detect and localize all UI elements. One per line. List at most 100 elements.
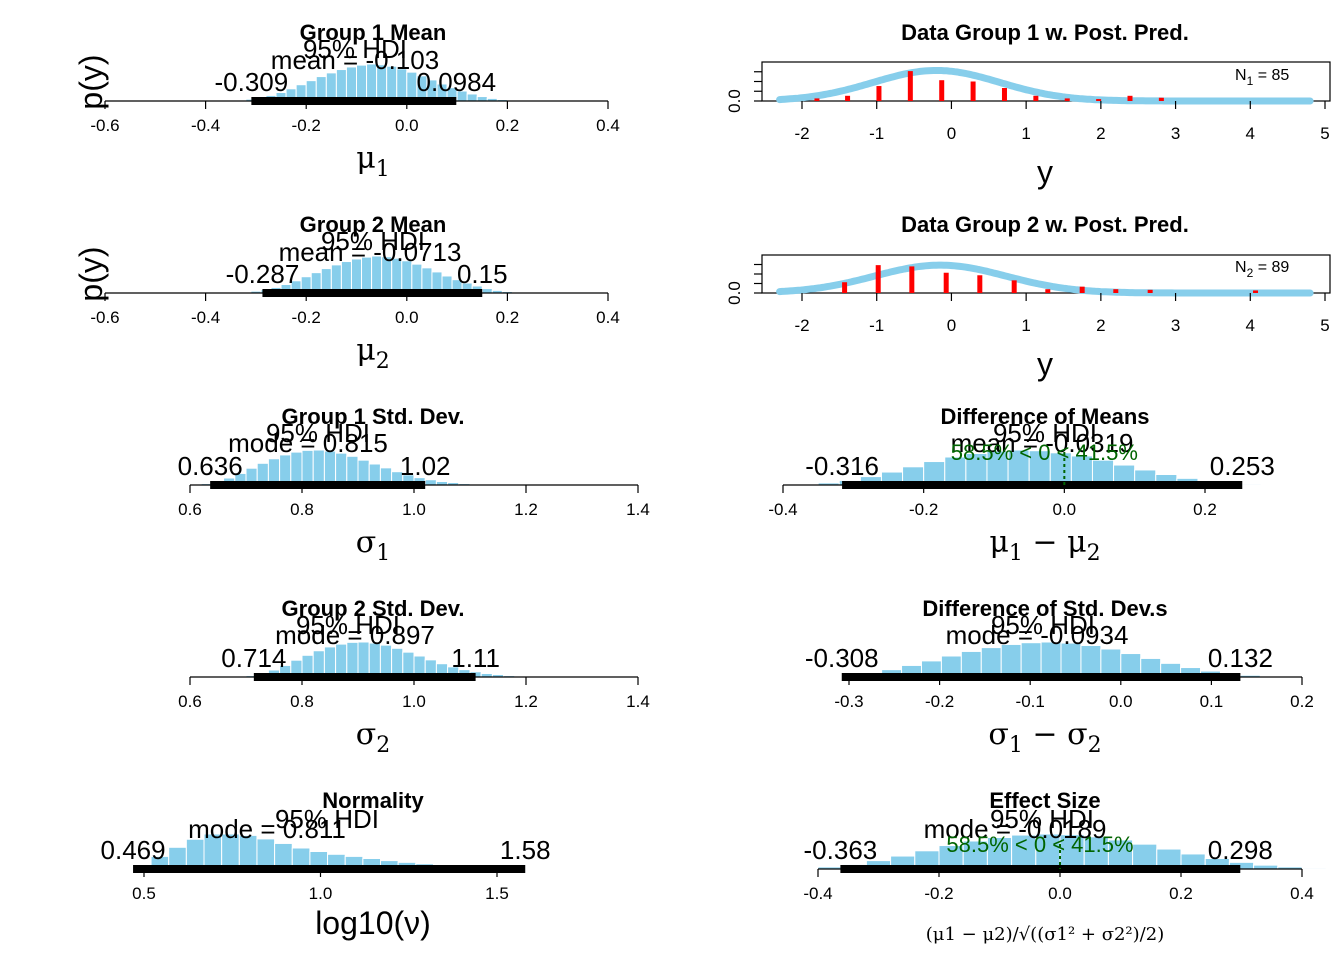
hdi-upper-label: 0.253	[1210, 451, 1275, 481]
x-tick-label: 0.4	[596, 308, 620, 327]
x-axis-label-symbol: μ	[989, 525, 1009, 560]
hdi-title-label: 95% HDI	[275, 804, 379, 834]
hdi-upper-label: 1.02	[400, 451, 451, 481]
x-axis-label-operator: −	[1023, 717, 1067, 752]
x-tick-label: 0.6	[178, 692, 202, 711]
x-axis-label: μ2	[356, 333, 390, 374]
x-axis-label: σ2	[356, 717, 390, 758]
x-tick-label: 0.0	[1109, 692, 1133, 711]
x-axis-label-subscript: 2	[376, 733, 390, 758]
x-axis-label: y	[1037, 154, 1053, 190]
x-tick-label: 0.4	[1290, 884, 1314, 903]
sample-size-label: N2 = 89	[1235, 259, 1289, 280]
sample-size-label: N1 = 85	[1235, 67, 1289, 88]
x-tick-label: 0.5	[132, 884, 156, 903]
x-axis-label-subscript: 2	[376, 349, 390, 374]
x-tick-label: 0.2	[496, 308, 520, 327]
x-axis-label-symbol: μ	[356, 333, 376, 368]
histogram-bar	[347, 456, 358, 485]
x-tick-label: 0	[947, 316, 956, 335]
histogram-bar	[1302, 868, 1326, 869]
x-tick-label: -0.6	[90, 116, 119, 135]
x-axis-label: μ1	[356, 141, 390, 182]
histogram-bar	[477, 97, 487, 101]
hdi-lower-label: -0.316	[805, 451, 879, 481]
x-tick-label: 1.5	[485, 884, 509, 903]
hdi-title-label: 95% HDI	[991, 610, 1095, 640]
x-tick-label: 4	[1246, 124, 1255, 143]
x-tick-label: 1.0	[402, 692, 426, 711]
x-tick-label: 5	[1320, 316, 1329, 335]
panel-title: Data Group 1 w. Post. Pred.	[901, 20, 1189, 45]
x-tick-label: 1.4	[626, 692, 650, 711]
hdi-title-label: 95% HDI	[303, 34, 407, 64]
histogram-bar	[392, 648, 403, 677]
x-tick-label: 0.2	[1193, 500, 1217, 519]
x-tick-label: -2	[794, 316, 809, 335]
hdi-title-label: 95% HDI	[266, 418, 370, 448]
comparison-label: 58.5% < 0 < 41.5%	[946, 832, 1133, 857]
x-tick-label: -0.3	[834, 692, 863, 711]
histogram-bar	[794, 868, 818, 869]
x-tick-label: 0.0	[1048, 884, 1072, 903]
x-tick-label: 1.0	[309, 884, 333, 903]
x-tick-label: 0.2	[496, 116, 520, 135]
x-tick-label: 2	[1096, 124, 1105, 143]
x-axis-label-subscript: 1	[1009, 541, 1023, 566]
x-tick-label: -0.4	[191, 308, 220, 327]
x-tick-label: 0.6	[178, 500, 202, 519]
x-tick-label: -0.2	[909, 500, 938, 519]
x-tick-label: 0	[947, 124, 956, 143]
x-tick-label: -0.2	[925, 692, 954, 711]
x-tick-label: 1.0	[402, 500, 426, 519]
hdi-upper-label: 1.11	[451, 643, 500, 673]
x-axis-label: (μ1 − μ2)/√((σ1² + σ2²)/2)	[926, 924, 1164, 945]
y-axis-label: p(y)	[73, 246, 109, 301]
x-tick-label: 0.1	[1200, 692, 1224, 711]
sample-size-var: N	[1235, 259, 1247, 276]
histogram-bar	[412, 264, 422, 293]
x-tick-label: -1	[869, 316, 884, 335]
x-axis-label-subscript: 2	[1088, 733, 1102, 758]
panel-title: Data Group 2 w. Post. Pred.	[901, 212, 1189, 237]
histogram-bar	[1081, 646, 1101, 678]
x-axis-label: μ1 − μ2	[989, 525, 1100, 566]
histogram-bar	[981, 648, 1001, 677]
x-tick-label: 0.0	[395, 116, 419, 135]
x-axis-label: log10(ν)	[315, 905, 431, 941]
x-tick-label: 5	[1320, 124, 1329, 143]
x-axis-label: y	[1037, 346, 1053, 382]
x-axis-label-symbol: μ	[1067, 525, 1087, 560]
x-tick-label: 4	[1246, 316, 1255, 335]
x-tick-label: -0.4	[191, 116, 220, 135]
hdi-upper-label: 1.58	[500, 835, 551, 865]
x-tick-label: -0.2	[292, 116, 321, 135]
x-tick-label: 1	[1021, 316, 1030, 335]
x-axis-label-operator: −	[1023, 525, 1067, 560]
x-tick-label: -0.4	[803, 884, 832, 903]
sample-size-var: N	[1235, 67, 1247, 84]
hdi-title-label: 95% HDI	[321, 226, 425, 256]
x-axis-label-subscript: 2	[1087, 541, 1101, 566]
x-tick-label: -0.2	[292, 308, 321, 327]
x-tick-label: -1	[869, 124, 884, 143]
histogram-bar	[1101, 649, 1121, 677]
hdi-upper-label: 0.132	[1208, 643, 1273, 673]
x-axis-label-subscript: 1	[376, 541, 390, 566]
y-tick-label: 0.0	[725, 281, 744, 305]
histogram-bar	[280, 455, 291, 485]
histogram-bar	[1240, 484, 1261, 485]
sample-size-value: = 89	[1253, 259, 1289, 276]
x-axis-label-symbol: σ	[988, 717, 1008, 752]
x-tick-label: 0.8	[290, 500, 314, 519]
x-tick-label: 3	[1171, 124, 1180, 143]
y-axis-label: p(y)	[73, 54, 109, 109]
x-tick-label: -0.2	[924, 884, 953, 903]
